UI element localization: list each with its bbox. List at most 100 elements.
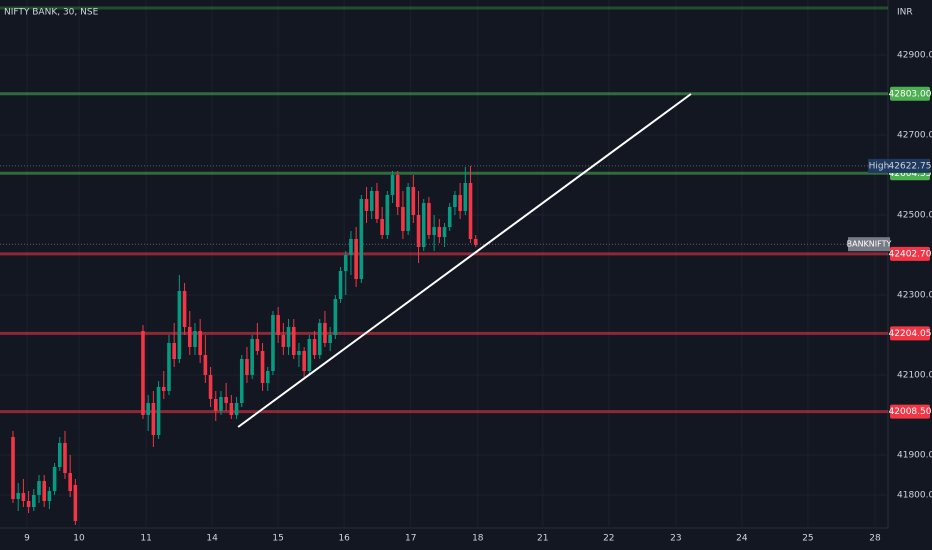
level-label: 42008.50 [889,407,932,417]
candle-body [47,491,52,501]
candle-body [427,203,431,235]
candle-body [57,443,62,467]
candle-body [447,207,452,227]
level-label: 42604.35 [889,169,932,179]
candle-body [224,397,228,403]
candle-body [16,493,20,499]
y-tick-label: 41800.00 [897,491,932,501]
x-tick-label: 23 [670,534,681,544]
candle-body [276,315,280,335]
candle-body [265,371,270,383]
candle-body [401,207,405,231]
y-tick-label: 42500.00 [897,211,932,221]
level-label: 42402.70 [889,249,932,259]
high-name: High [869,161,890,171]
candle-body [245,359,249,375]
level-label-box [890,404,930,419]
x-tick-label: 9 [24,534,30,544]
candle-body [208,375,213,399]
candle-body [364,199,369,211]
candle-body [31,495,36,507]
candle-body [219,397,223,411]
levels: 42803.00 42604.35 42402.70 42204.05 42008.50 [0,6,932,419]
high-value-box [890,158,930,173]
candle-body [442,227,447,237]
candle-body [141,331,145,415]
x-tick-label: 11 [140,534,151,544]
candles [11,165,478,525]
candle-body [52,467,57,491]
level-label-box [890,246,930,261]
candle-body [161,387,166,391]
candle-body [432,227,436,235]
candle-body [328,335,332,343]
candle-body [333,299,338,335]
candle-body [458,195,462,211]
candle-body [473,239,478,245]
candle-body [63,443,67,473]
candle-body [385,195,390,235]
candle-body [390,175,395,195]
symbol-name: BANKNIFTY [847,240,892,249]
symbol-box [848,237,890,252]
candle-body [193,331,197,347]
high-value: 42622.75 [889,161,932,171]
x-tick-label: 28 [869,534,881,544]
candle-body [203,355,208,375]
candle-body [156,387,161,435]
currency: INR [897,8,913,18]
overlay: High 42622.75 BANKNIFTY [0,93,932,428]
candle-body [380,219,384,235]
y-tick-label: 41900.00 [897,451,932,461]
candle-body [416,215,421,247]
candle-body [468,183,473,239]
candle-body [260,351,265,383]
level-label-box [890,326,930,341]
candle-body [187,327,192,347]
candle-body [343,255,348,271]
candle-body [182,291,187,327]
candle-body [359,199,364,279]
y-tick-label: 42300.00 [897,291,932,301]
level-label: 42803.00 [889,89,932,99]
y-tick-label: 42100.00 [897,371,932,381]
x-tick-label: 14 [206,534,218,544]
candle-body [338,271,343,299]
candle-body [198,331,202,355]
x-tick-label: 15 [272,534,283,544]
candle-body [167,343,171,391]
x-tick-label: 10 [73,534,85,544]
candle-body [323,323,327,343]
candle-body [213,399,218,411]
grid [0,0,888,528]
candle-body [73,485,78,521]
x-tick-label: 17 [405,534,416,544]
candle-body [21,493,26,501]
candle-body [302,351,306,371]
candle-body [255,339,260,351]
candle-body [68,473,72,491]
candle-body [37,481,41,495]
candle-body [354,239,358,279]
candle-body [271,315,275,371]
candle-body [421,203,426,247]
x-tick-label: 24 [736,534,748,544]
candle-body [307,339,312,371]
trendline [237,93,692,428]
candle-body [11,437,15,499]
candle-body [281,335,286,347]
x-tick-label: 22 [603,534,614,544]
candle-body [312,339,317,355]
candle-body [291,327,296,355]
candle-body [411,187,416,215]
level-label-box [890,86,930,101]
x-tick-label: 16 [338,534,350,544]
x-tick-label: 21 [537,534,548,544]
candle-body [177,291,182,359]
candle-body [375,191,379,219]
candle-body [369,191,374,211]
candle-body [250,339,254,375]
level-label: 42204.05 [889,329,932,339]
